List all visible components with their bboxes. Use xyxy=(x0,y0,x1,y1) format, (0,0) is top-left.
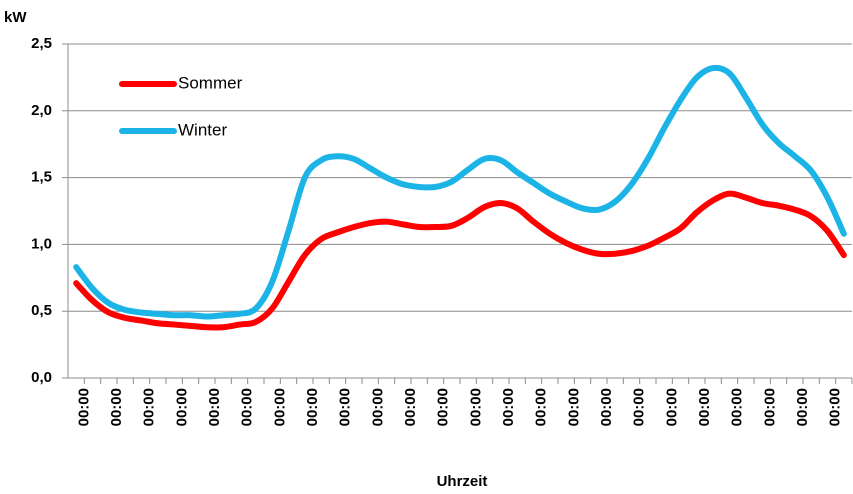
x-tick-label: 00:00 xyxy=(794,388,811,426)
x-tick-label: 00:00 xyxy=(761,388,778,426)
legend-label: Sommer xyxy=(178,73,243,92)
series-line xyxy=(73,64,847,320)
x-tick-label: 00:00 xyxy=(467,388,484,426)
y-tick-label: 1,0 xyxy=(31,235,52,252)
y-tick-label: 0,5 xyxy=(31,302,52,319)
x-tick-label: 00:00 xyxy=(598,388,615,426)
x-tick-label: 00:00 xyxy=(369,388,386,426)
x-tick-label: 00:00 xyxy=(141,388,158,426)
x-tick-label: 00:00 xyxy=(304,388,321,426)
legend-label: Winter xyxy=(178,120,227,139)
x-tick-label: 00:00 xyxy=(663,388,680,426)
x-tick-label: 00:00 xyxy=(631,388,648,426)
x-tick-label: 00:00 xyxy=(337,388,354,426)
y-axis-label: kW xyxy=(4,9,27,26)
x-tick-label: 00:00 xyxy=(500,388,517,426)
x-tick-label: 00:00 xyxy=(402,388,419,426)
y-tick-label: 2,0 xyxy=(31,102,52,119)
x-tick-label: 00:00 xyxy=(533,388,550,426)
x-tick-label: 00:00 xyxy=(565,388,582,426)
x-tick-label: 00:00 xyxy=(239,388,256,426)
x-tick-label: 00:00 xyxy=(827,388,844,426)
x-tick-label: 00:00 xyxy=(108,388,125,426)
x-tick-label: 00:00 xyxy=(271,388,288,426)
y-tick-label: 1,5 xyxy=(31,169,52,186)
x-tick-label: 00:00 xyxy=(75,388,92,426)
x-tick-label: 00:00 xyxy=(729,388,746,426)
x-axis-label: Uhrzeit xyxy=(437,473,488,490)
x-tick-label: 00:00 xyxy=(696,388,713,426)
x-tick-label: 00:00 xyxy=(206,388,223,426)
series-line xyxy=(73,190,847,331)
y-tick-label: 2,5 xyxy=(31,35,52,52)
x-tick-label: 00:00 xyxy=(173,388,190,426)
y-tick-label: 0,0 xyxy=(31,369,52,386)
x-tick-label: 00:00 xyxy=(435,388,452,426)
